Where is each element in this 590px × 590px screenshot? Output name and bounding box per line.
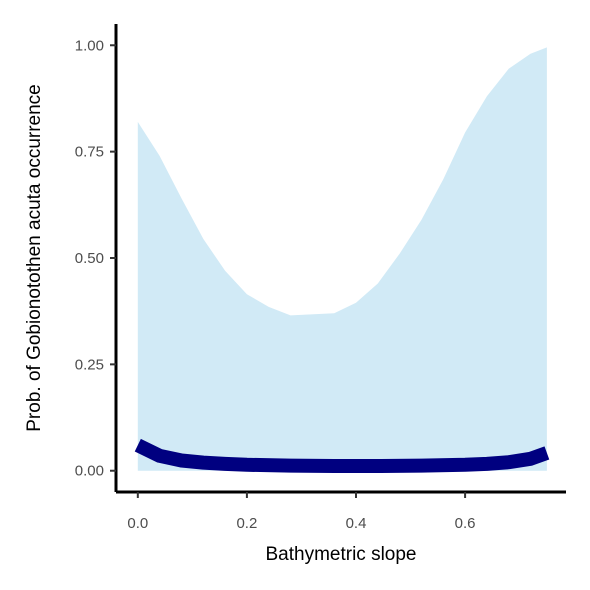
x-tick-label: 0.2	[236, 515, 257, 532]
x-axis-title: Bathymetric slope	[265, 544, 416, 565]
plot-layer	[134, 47, 550, 473]
x-tick-label: 0.0	[127, 515, 148, 532]
y-tick-label: 0.50	[75, 250, 104, 267]
x-tick-label: 0.6	[455, 515, 476, 532]
y-tick-label: 1.00	[75, 37, 104, 54]
fitted-line	[134, 438, 550, 473]
y-tick-label: 0.00	[75, 463, 104, 480]
ticks-layer: 0.0 0.2 0.4 0.6 0.00 0.25 0.50 0.75 1.00	[75, 37, 476, 532]
x-tick-label: 0.4	[346, 515, 367, 532]
y-axis-title: Prob. of Gobionotothen acuta occurrence	[24, 84, 45, 432]
y-tick-label: 0.75	[75, 144, 104, 161]
y-tick-label: 0.25	[75, 356, 104, 373]
confidence-ribbon	[137, 47, 547, 471]
